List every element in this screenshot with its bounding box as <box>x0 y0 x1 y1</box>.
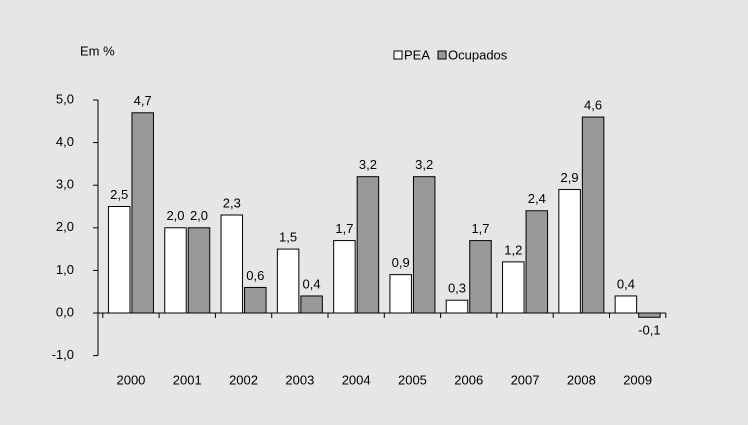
x-tick-label: 2003 <box>285 372 314 387</box>
value-label: 1,7 <box>335 221 353 236</box>
y-axis-label: Em % <box>80 43 115 58</box>
value-label: 3,2 <box>359 157 377 172</box>
value-label: 0,4 <box>617 276 635 291</box>
bar <box>107 206 131 314</box>
y-tick-label: 4,0 <box>56 134 74 149</box>
bar <box>558 188 581 314</box>
value-label: 2,0 <box>190 208 208 223</box>
value-label: 1,7 <box>471 221 489 236</box>
y-tick-label: 5,0 <box>56 91 74 106</box>
value-label: 0,9 <box>392 255 410 270</box>
value-label: 2,9 <box>561 170 579 185</box>
value-label: 4,6 <box>584 97 602 112</box>
x-tick-label: 2004 <box>342 372 371 387</box>
bar <box>164 227 187 314</box>
bar <box>525 210 549 314</box>
x-tick-label: 2007 <box>511 372 540 387</box>
bar <box>276 248 300 314</box>
bar <box>220 214 244 314</box>
x-tick-label: 2002 <box>229 372 258 387</box>
legend-label: Ocupados <box>448 47 508 62</box>
bar <box>581 116 605 314</box>
bar <box>300 295 323 314</box>
bar <box>412 176 436 314</box>
value-label: 0,6 <box>246 268 264 283</box>
value-label: 3,2 <box>415 157 433 172</box>
value-label: 1,2 <box>504 242 522 257</box>
legend-label: PEA <box>404 47 430 62</box>
legend-swatch <box>437 50 447 60</box>
bar <box>614 295 638 314</box>
value-label: 0,3 <box>448 281 466 296</box>
y-tick-label: 2,0 <box>56 219 74 234</box>
x-tick-label: 2006 <box>454 372 483 387</box>
value-label: 1,5 <box>279 230 297 245</box>
bar <box>187 227 211 314</box>
y-tick-label: 1,0 <box>56 262 74 277</box>
bar <box>445 299 469 314</box>
x-tick-label: 2008 <box>567 372 596 387</box>
value-label: 0,4 <box>303 276 321 291</box>
x-tick-label: 2005 <box>398 372 427 387</box>
x-tick-label: 2009 <box>623 372 652 387</box>
value-label: -0,1 <box>638 323 660 338</box>
bar <box>502 261 525 314</box>
bar <box>244 286 267 314</box>
y-tick-label: -1,0 <box>52 347 74 362</box>
bar <box>356 176 380 314</box>
bar <box>131 112 154 314</box>
value-label: 2,0 <box>166 208 184 223</box>
value-label: 2,3 <box>223 195 241 210</box>
value-label: 4,7 <box>134 93 152 108</box>
bar <box>469 240 492 314</box>
y-tick-label: 3,0 <box>56 177 74 192</box>
x-tick-label: 2001 <box>173 372 202 387</box>
y-tick-label: 0,0 <box>56 304 74 319</box>
x-tick-label: 2000 <box>116 372 145 387</box>
bar <box>333 240 356 314</box>
bar <box>389 274 412 314</box>
value-label: 2,5 <box>110 187 128 202</box>
value-label: 2,4 <box>528 191 546 206</box>
legend-swatch <box>393 50 403 60</box>
bar <box>638 312 661 318</box>
